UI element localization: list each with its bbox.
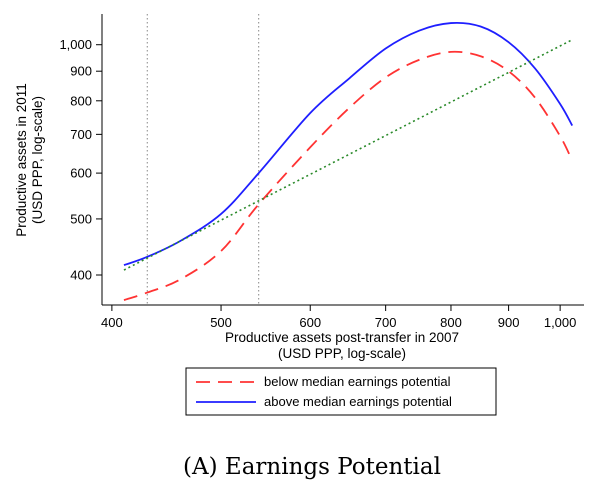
x-axis-title-line-1: Productive assets post-transfer in 2007 (225, 330, 459, 345)
y-tick-label: 400 (70, 268, 92, 283)
x-tick-label: 900 (498, 315, 520, 330)
x-tick-label: 500 (210, 315, 232, 330)
y-axis-title-line-2: (USD PPP, log-scale) (30, 96, 45, 224)
x-tick-label: 600 (299, 315, 321, 330)
y-tick-label: 500 (70, 211, 92, 226)
y-tick-label: 900 (70, 64, 92, 79)
x-tick-label: 1,000 (544, 315, 577, 330)
y-ticks: 400 500 600 700 800 900 1,000 (59, 37, 102, 283)
legend-label-above: above median earnings potential (264, 394, 452, 409)
series-fit-line (123, 39, 573, 271)
legend-label-below: below median earnings potential (264, 374, 451, 389)
series-below-median (123, 50, 574, 301)
y-axis-title-line-1: Productive assets in 2011 (14, 83, 29, 237)
x-axis-title-line-2: (USD PPP, log-scale) (278, 346, 406, 361)
x-tick-label: 700 (375, 315, 397, 330)
legend-box (185, 367, 497, 416)
series-above-median (123, 21, 573, 266)
y-tick-label: 1,000 (59, 37, 92, 52)
legend: below median earnings potential above me… (185, 367, 497, 416)
y-tick-label: 600 (70, 166, 92, 181)
y-tick-label: 700 (70, 127, 92, 142)
x-tick-label: 400 (101, 315, 123, 330)
x-tick-label: 800 (440, 315, 462, 330)
figure-caption: (A) Earnings Potential (183, 454, 441, 480)
x-ticks: 400 500 600 700 800 900 1,000 (101, 305, 576, 330)
plot-frame (101, 14, 584, 306)
y-tick-label: 800 (70, 93, 92, 108)
series-group (123, 21, 574, 301)
reference-lines (146, 14, 260, 305)
